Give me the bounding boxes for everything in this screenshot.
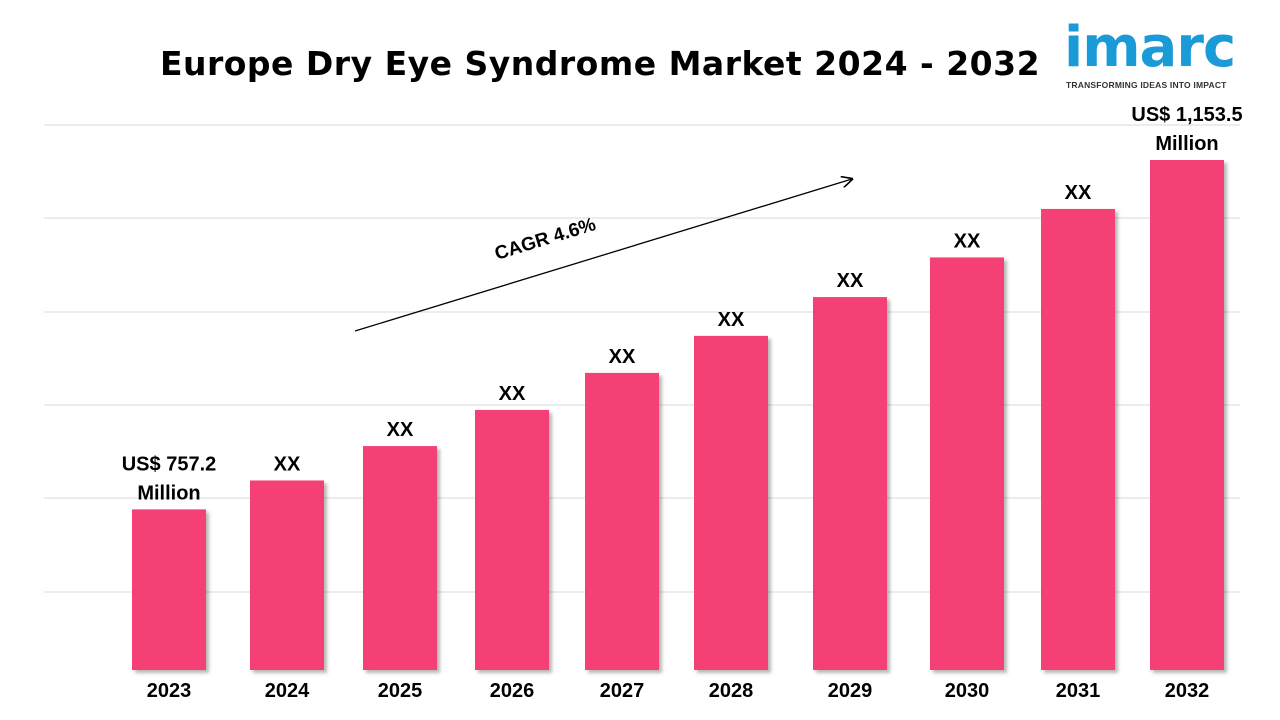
x-tick-2027: 2027 <box>600 680 645 702</box>
bar-2029 <box>813 297 887 670</box>
bar-2025 <box>363 446 437 670</box>
cagr-annotation: CAGR 4.6% <box>354 179 852 332</box>
data-labels: US$ 757.2 Million XX XX XX XX XX XX XX XX US$ 1,15… <box>122 104 1243 504</box>
x-tick-2024: 2024 <box>265 680 310 702</box>
x-tick-2029: 2029 <box>828 680 873 702</box>
data-label-2029: XX <box>837 270 864 292</box>
bar-2031 <box>1041 208 1115 670</box>
data-label-2026: XX <box>499 383 526 405</box>
data-label-2030: XX <box>954 230 981 252</box>
data-label-2028: XX <box>718 309 745 331</box>
logo-tagline: TRANSFORMING IDEAS INTO IMPACT <box>1066 80 1227 90</box>
data-label-2031: XX <box>1065 182 1092 204</box>
bar-2027 <box>585 372 659 670</box>
data-label-2032: US$ 1,153.5 Million <box>1131 104 1242 155</box>
bar-2030 <box>930 257 1004 670</box>
cagr-arrow <box>354 179 852 332</box>
logo-wordmark: imarc <box>1064 15 1236 80</box>
bars <box>132 160 1224 670</box>
data-label-2024: XX <box>274 453 301 475</box>
x-tick-2025: 2025 <box>378 680 423 702</box>
bar-2028 <box>694 335 768 670</box>
cagr-label: CAGR 4.6% <box>492 214 598 265</box>
bar-2032 <box>1150 160 1224 670</box>
x-tick-2032: 2032 <box>1165 680 1210 702</box>
x-tick-2026: 2026 <box>490 680 535 702</box>
x-tick-2028: 2028 <box>709 680 754 702</box>
x-tick-2030: 2030 <box>945 680 990 702</box>
imarc-logo: imarc TRANSFORMING IDEAS INTO IMPACT <box>1062 14 1248 94</box>
data-label-2027: XX <box>609 346 636 368</box>
x-tick-2023: 2023 <box>147 680 192 702</box>
x-tick-2031: 2031 <box>1056 680 1101 702</box>
data-label-2023: US$ 757.2 Million <box>122 453 217 504</box>
chart-title: Europe Dry Eye Syndrome Market 2024 - 20… <box>159 44 1041 83</box>
bar-2024 <box>250 480 324 670</box>
x-axis-labels: 2023 2024 2025 2026 2027 2028 2029 2030 2031 2032 <box>147 680 1210 702</box>
bar-2026 <box>475 409 549 670</box>
data-label-2025: XX <box>387 419 414 441</box>
bar-2023 <box>132 509 206 670</box>
